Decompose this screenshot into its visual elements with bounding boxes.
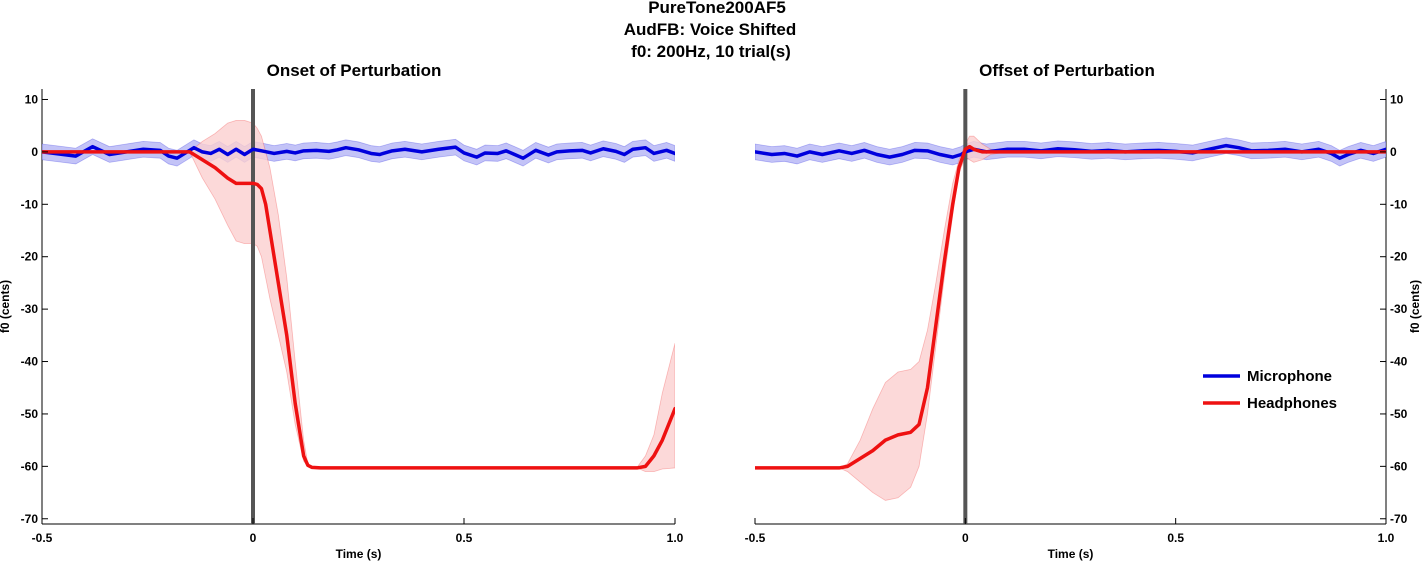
figure-title-line-3: f0: 200Hz, 10 trial(s) bbox=[631, 42, 791, 61]
onset-x-tick-label: 1.0 bbox=[667, 531, 684, 545]
onset-x-tick-label: -0.5 bbox=[32, 531, 53, 545]
onset-x-axis-label: Time (s) bbox=[336, 547, 382, 561]
figure-title-line-2: AudFB: Voice Shifted bbox=[624, 20, 797, 39]
offset-y-tick-label: -50 bbox=[1390, 407, 1408, 421]
legend: Microphone Headphones bbox=[1203, 368, 1337, 412]
onset-y-tick-label: -30 bbox=[21, 302, 39, 316]
offset-y-axis-label: f0 (cents) bbox=[1408, 280, 1422, 333]
offset-y-tick-label: -30 bbox=[1390, 302, 1408, 316]
offset-x-tick-label: 0.5 bbox=[1167, 531, 1184, 545]
offset-y-tick-label: 10 bbox=[1390, 92, 1404, 106]
offset-y-tick-label: -60 bbox=[1390, 459, 1408, 473]
onset-x-tick-label: 0 bbox=[250, 531, 257, 545]
offset-x-axis-label: Time (s) bbox=[1048, 547, 1094, 561]
offset-y-tick-label: -70 bbox=[1390, 512, 1408, 526]
onset-y-tick-label: -40 bbox=[21, 355, 39, 369]
onset-microphone-line bbox=[42, 144, 675, 160]
onset-y-tick-label: -60 bbox=[21, 459, 39, 473]
onset-y-tick-label: -10 bbox=[21, 197, 39, 211]
onset-plot-area bbox=[42, 89, 675, 524]
onset-panel: Onset of Perturbation -0.5 0 0.5 1.0 10 0 -10 -2… bbox=[0, 61, 684, 561]
onset-y-tick-label: -70 bbox=[21, 512, 39, 526]
onset-y-axis-label: f0 (cents) bbox=[0, 280, 12, 333]
onset-y-tick-label: -20 bbox=[21, 250, 39, 264]
onset-panel-title: Onset of Perturbation bbox=[267, 61, 442, 80]
offset-panel: Offset of Perturbation -0.5 0 0.5 1.0 10 0 -10 -… bbox=[745, 61, 1422, 561]
offset-x-tick-label: 0 bbox=[962, 531, 969, 545]
offset-y-tick-label: -40 bbox=[1390, 355, 1408, 369]
onset-headphones-line bbox=[42, 150, 675, 470]
offset-headphones-line bbox=[755, 144, 1386, 470]
offset-y-tick-label: 0 bbox=[1390, 145, 1397, 159]
figure-title-line-1: PureTone200AF5 bbox=[648, 0, 786, 17]
offset-y-tick-label: -20 bbox=[1390, 250, 1408, 264]
legend-headphones-label: Headphones bbox=[1247, 395, 1337, 412]
offset-panel-title: Offset of Perturbation bbox=[979, 61, 1155, 80]
offset-plot-area bbox=[755, 89, 1386, 524]
offset-x-tick-label: 1.0 bbox=[1378, 531, 1395, 545]
onset-headphones-band bbox=[42, 120, 675, 472]
legend-microphone-label: Microphone bbox=[1247, 368, 1332, 385]
offset-x-tick-label: -0.5 bbox=[745, 531, 766, 545]
onset-x-tick-label: 0.5 bbox=[456, 531, 473, 545]
offset-y-tick-label: -10 bbox=[1390, 197, 1408, 211]
onset-y-tick-label: -50 bbox=[21, 407, 39, 421]
onset-y-tick-label: 10 bbox=[25, 92, 39, 106]
onset-y-tick-label: 0 bbox=[31, 145, 38, 159]
offset-headphones-band bbox=[755, 135, 1386, 501]
